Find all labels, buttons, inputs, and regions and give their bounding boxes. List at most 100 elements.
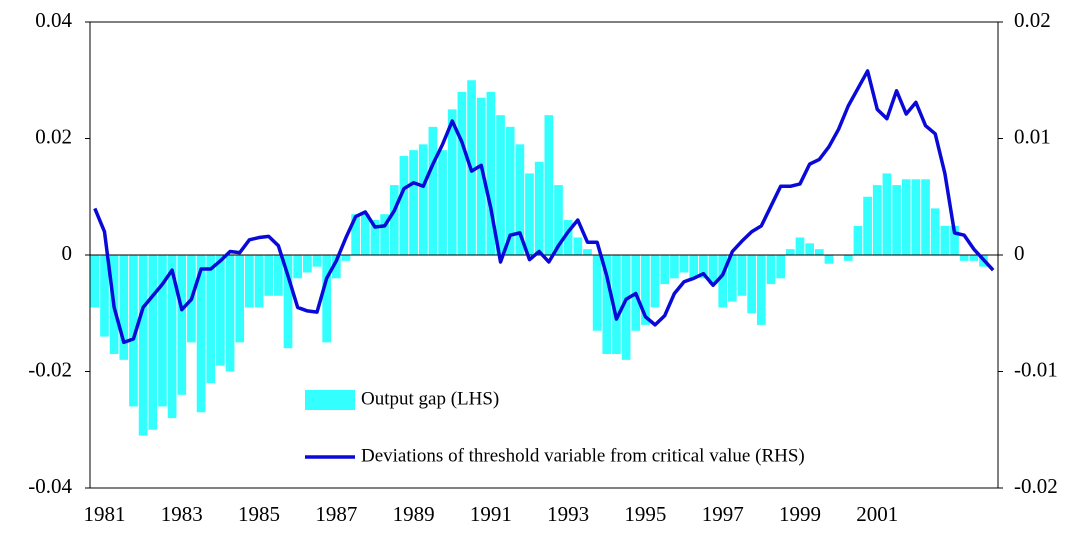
bar [302,255,312,273]
bar [283,255,293,349]
bar [940,225,950,255]
bar [641,255,650,325]
x-tick-label: 1995 [624,502,666,526]
bar [728,255,737,302]
bar [119,255,129,360]
x-tick-label: 1985 [238,502,280,526]
bar [921,179,930,255]
bar [496,115,505,255]
bar [814,249,824,255]
bar [428,126,438,255]
bar [544,115,554,255]
bar [785,249,795,255]
bar [525,173,534,255]
bar [776,255,786,279]
bar [766,255,776,285]
bar [177,255,187,395]
x-tick-label: 1999 [779,502,821,526]
bar [380,214,389,255]
x-tick-label: 1989 [393,502,435,526]
bar [129,255,138,407]
bar [969,255,979,261]
line [93,69,995,345]
bar [718,255,728,308]
bar [950,225,959,255]
bar [853,225,863,255]
bar [476,97,486,255]
bar [708,255,718,285]
bar [360,214,370,255]
bar [341,255,351,261]
bar [90,255,100,308]
y2-tick-label: -0.01 [1014,357,1058,381]
bar [679,255,689,273]
x-tick-label: 1991 [470,502,512,526]
legend-swatch [305,390,355,410]
bar [409,150,418,255]
legend-label: Deviations of threshold variable from cr… [361,445,805,466]
bar [312,255,322,267]
bar [892,185,901,255]
bar [138,255,148,436]
bar [621,255,631,360]
legend-label: Output gap (LHS) [361,388,499,409]
bar [206,255,216,384]
bar [370,220,380,255]
bar [100,255,109,337]
bar [756,255,766,325]
bar [699,255,708,279]
bar [583,249,592,255]
bar [293,255,303,279]
bar [351,214,360,255]
y2-tick-label: 0.01 [1014,124,1051,148]
bar [930,208,940,255]
x-tick-label: 2001 [856,502,898,526]
bar [447,109,457,255]
bar [612,255,621,355]
y2-tick-label: 0 [1014,241,1025,265]
bar [882,173,892,255]
bar [274,255,283,296]
bar [795,237,805,255]
bar [824,255,834,264]
bar [486,91,496,256]
y-tick-label: 0.02 [35,124,72,148]
bar [660,255,670,285]
y-tick-label: 0.04 [35,8,72,32]
bar [322,255,332,343]
bar [805,243,814,255]
bar [148,255,158,430]
bar [399,155,409,255]
bar [389,185,399,255]
bar [592,255,602,331]
bar [554,185,563,255]
bar [911,179,921,255]
x-tick-label: 1987 [315,502,357,526]
bar [534,161,544,255]
bar [254,255,264,308]
bar [225,255,235,372]
y-tick-label: 0 [62,241,73,265]
bar [438,150,447,255]
bar [167,255,177,419]
bar [196,255,206,413]
bar [418,144,428,255]
bar [515,144,525,255]
bar [872,185,882,255]
bar [689,255,699,279]
bar [331,255,341,279]
bar [747,255,757,314]
y2-tick-label: 0.02 [1014,8,1051,32]
y-tick-label: -0.02 [28,357,72,381]
x-tick-label: 1981 [83,502,125,526]
x-tick-label: 1993 [547,502,589,526]
y2-tick-label: -0.02 [1014,474,1058,498]
bar [650,255,660,308]
bar [158,255,167,407]
bar [959,255,969,261]
bar [843,255,853,261]
bar [573,237,583,255]
bar [602,255,612,355]
